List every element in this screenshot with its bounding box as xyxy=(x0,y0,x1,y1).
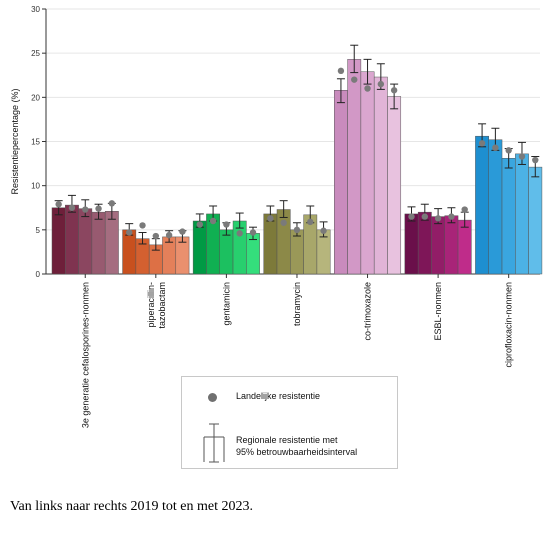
national-point xyxy=(209,217,217,225)
national-point xyxy=(434,215,442,222)
resistance-chart: 0 5 10 15 20 25 30 Resistentiepercentage (%) 3e … xyxy=(10,5,543,428)
bar xyxy=(457,219,472,275)
bar xyxy=(347,59,362,275)
x-category-label: piperacillin-tazobactam xyxy=(146,282,167,329)
x-category-label: ESBL-nonmen xyxy=(433,282,443,341)
x-category-label-line: tazobactam xyxy=(157,282,167,329)
regional-ci-errorbar-icon xyxy=(203,423,225,463)
national-point xyxy=(236,230,243,237)
x-category-label-line: tobramycin xyxy=(292,282,302,326)
chart-legend: Landelijke resistentie Regionale resiste… xyxy=(181,376,398,469)
national-point xyxy=(461,206,468,213)
bar xyxy=(104,211,119,275)
x-category-label-line: ESBL-nonmen xyxy=(433,282,443,341)
bar xyxy=(444,215,459,275)
national-point xyxy=(165,231,173,239)
bar xyxy=(91,211,106,275)
bar xyxy=(515,153,529,275)
y-tick-label: 15 xyxy=(31,138,40,147)
national-point xyxy=(179,228,186,235)
national-point xyxy=(518,153,526,160)
legend-national-label: Landelijke resistentie xyxy=(236,391,321,401)
national-point xyxy=(390,87,398,94)
x-category-label: ciprofloxacin-nonmen xyxy=(504,282,514,368)
figure-caption: Van links naar rechts 2019 tot en met 20… xyxy=(10,499,254,514)
national-point xyxy=(337,67,345,75)
bar xyxy=(276,209,291,275)
national-point xyxy=(478,140,486,147)
national-point xyxy=(492,144,499,151)
national-point xyxy=(55,201,62,208)
national-point xyxy=(280,219,287,226)
national-point xyxy=(152,232,160,240)
national-point xyxy=(126,229,133,236)
legend-regional-line2: 95% betrouwbaarheidsinterval xyxy=(236,447,358,457)
national-point xyxy=(267,215,274,222)
x-category-label-line: gentamicin xyxy=(221,282,231,326)
bar xyxy=(263,213,278,275)
national-point xyxy=(448,213,455,220)
national-point xyxy=(307,218,314,226)
x-category-label-line: 3e generatie cefalosporines-nonmen xyxy=(80,282,90,428)
x-category-label-line: co-trimoxazole xyxy=(363,282,373,341)
bar xyxy=(65,204,79,275)
bar xyxy=(51,207,66,275)
national-point xyxy=(293,226,301,234)
x-category-label: gentamicin xyxy=(221,282,231,326)
national-point xyxy=(223,221,230,228)
y-tick-label: 0 xyxy=(36,270,41,279)
national-point xyxy=(95,205,102,212)
national-point xyxy=(505,147,512,154)
national-point xyxy=(82,206,89,213)
bar xyxy=(431,216,446,275)
y-tick-label: 10 xyxy=(31,182,40,191)
national-point xyxy=(532,156,539,164)
bar xyxy=(192,220,207,275)
bar xyxy=(417,211,432,275)
national-point xyxy=(249,229,257,236)
bar xyxy=(334,90,348,275)
bar xyxy=(501,158,516,275)
national-point xyxy=(108,200,116,207)
x-category-label-line: piperacillin- xyxy=(146,282,156,328)
national-point xyxy=(68,204,76,211)
y-tick-label: 25 xyxy=(31,49,40,58)
x-category-label: co-trimoxazole xyxy=(363,282,373,341)
national-point xyxy=(408,213,415,220)
bar xyxy=(78,208,93,275)
legend-regional-label: Regionale resistentie met 95% betrouwbaa… xyxy=(236,434,396,458)
x-category-label: tobramycin xyxy=(292,282,302,326)
bar xyxy=(475,135,489,275)
y-tick-label: 30 xyxy=(31,5,40,14)
bar xyxy=(404,213,419,275)
y-axis-label: Resistentiepercentage (%) xyxy=(10,88,20,194)
legend-regional-line1: Regionale resistentie met xyxy=(236,435,338,445)
national-resistance-marker-icon xyxy=(208,393,217,402)
y-tick-label: 20 xyxy=(31,93,40,102)
x-category-label: 3e generatie cefalosporines-nonmen xyxy=(80,282,90,428)
bar xyxy=(219,229,234,275)
bar xyxy=(360,71,375,275)
national-point xyxy=(351,76,358,83)
national-point xyxy=(421,213,429,220)
x-category-label-line: ciprofloxacin-nonmen xyxy=(504,282,514,368)
national-point xyxy=(364,85,371,92)
bar xyxy=(232,220,247,275)
national-point xyxy=(196,221,203,228)
bar xyxy=(387,96,402,275)
national-point xyxy=(377,80,385,88)
bar xyxy=(122,229,137,275)
national-point xyxy=(139,222,146,229)
y-tick-label: 5 xyxy=(36,226,41,235)
national-point xyxy=(320,227,327,234)
bar xyxy=(373,76,388,275)
bar xyxy=(528,166,543,275)
bar xyxy=(488,139,503,275)
